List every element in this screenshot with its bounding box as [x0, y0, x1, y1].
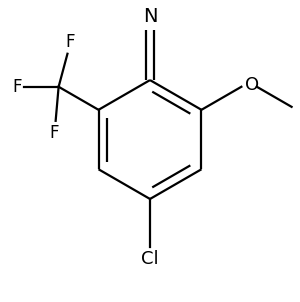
Text: Cl: Cl	[141, 250, 159, 268]
Text: F: F	[65, 34, 75, 51]
Text: O: O	[245, 76, 259, 94]
Text: F: F	[12, 78, 22, 96]
Text: F: F	[50, 124, 59, 142]
Text: N: N	[143, 7, 157, 26]
